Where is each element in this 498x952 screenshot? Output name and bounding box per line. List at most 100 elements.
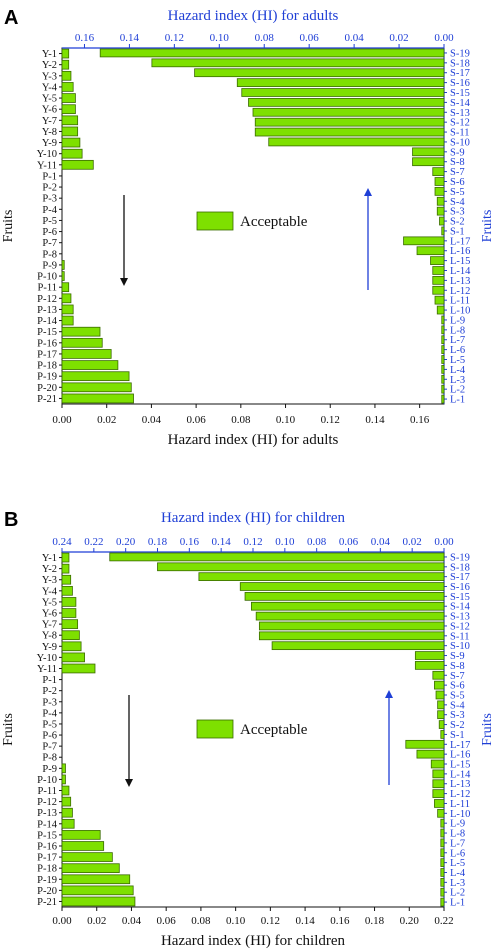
top-axis-title: Hazard index (HI) for adults [168,8,339,24]
right-bar [440,730,445,739]
bottom-axis-title: Hazard index (HI) for children [161,933,346,949]
legend-label: Acceptable [240,722,308,738]
right-bar [439,216,445,226]
right-category-label: S-13 [450,612,470,623]
left-bar [61,630,80,641]
left-category-label: P-8 [42,249,57,260]
right-bar [437,808,445,818]
left-category-label: P-7 [42,742,57,753]
bottom-tick-label: 0.16 [330,915,350,927]
left-bar [61,349,112,359]
bottom-tick-label: 0.04 [142,414,162,426]
left-category-label: P-16 [37,841,57,852]
right-category-label: S-11 [450,128,469,139]
left-category-label: Y-10 [37,653,57,664]
right-bar [109,552,445,562]
right-category-label: S-17 [450,68,470,79]
left-bar [61,830,101,840]
left-category-label: Y-7 [42,116,57,127]
left-bar [61,137,81,148]
top-tick-label: 0.08 [307,536,327,548]
left-bar [61,652,85,663]
right-category-label: S-9 [450,651,465,662]
right-category-label: S-14 [450,98,471,109]
left-category-label: P-9 [42,764,57,775]
left-bar [61,271,65,281]
left-category-label: P-2 [42,686,57,697]
left-bar [61,393,134,404]
right-category-label: L-15 [450,256,470,267]
left-bar [61,774,66,785]
top-tick-label: 0.14 [212,536,232,548]
right-bar [436,206,445,216]
right-bar [432,670,445,680]
left-category-label: P-5 [42,719,57,730]
left-bar [61,360,119,370]
left-category-label: Y-3 [42,71,57,82]
right-category-label: S-15 [450,592,470,603]
top-tick-label: 0.04 [344,32,364,44]
top-tick-label: 0.08 [255,32,275,44]
right-bar [430,256,445,265]
right-category-label: L-11 [450,296,470,307]
right-bar [254,117,445,127]
bottom-tick-label: 0.12 [321,414,340,426]
left-bar [61,293,72,304]
right-bar [157,562,445,572]
bottom-tick-label: 0.18 [365,915,385,927]
right-bar [434,295,445,305]
right-category-label: L-13 [450,779,470,790]
left-bar [61,315,74,326]
right-category-label: L-16 [450,750,470,761]
right-category-label: L-15 [450,760,470,771]
right-category-label: L-12 [450,789,470,800]
right-bar [436,196,445,206]
top-axis-title: Hazard index (HI) for children [161,510,346,526]
right-category-label: L-17 [450,740,470,751]
left-bar [61,841,105,851]
left-category-label: P-20 [37,886,57,897]
top-tick-label: 0.14 [120,32,140,44]
bottom-tick-label: 0.04 [122,915,142,927]
left-category-label: P-8 [42,753,57,764]
left-axis-title: Fruits [1,210,16,243]
bottom-tick-label: 0.20 [400,915,420,927]
left-category-label: P-13 [37,305,57,316]
bottom-tick-label: 0.10 [226,915,246,927]
right-bar [151,58,445,68]
left-category-label: P-12 [37,797,57,808]
right-category-label: L-2 [450,888,465,899]
top-tick-label: 0.00 [434,536,454,548]
right-category-label: L-3 [450,375,465,386]
left-bar [61,82,74,92]
left-bar [61,619,79,629]
left-bar [61,93,76,103]
panel-letter: B [4,509,18,531]
right-category-label: L-2 [450,385,465,396]
right-category-label: L-8 [450,325,465,336]
right-bar [440,818,445,828]
legend-swatch [196,719,234,739]
left-category-label: P-2 [42,183,57,194]
right-bar [255,611,445,621]
right-category-label: L-11 [450,799,470,810]
right-bar [441,394,445,404]
right-category-label: S-17 [450,572,470,583]
right-bar [432,779,445,789]
left-category-label: P-17 [37,853,57,864]
left-category-label: P-17 [37,349,57,360]
right-bar [416,749,445,759]
right-category-label: S-15 [450,88,470,99]
top-tick-label: 0.04 [371,536,391,548]
left-category-label: P-3 [42,697,57,708]
left-bar [61,597,77,607]
left-bar [61,852,113,862]
left-bar [61,818,75,829]
top-tick-label: 0.16 [180,536,200,548]
right-bar [251,601,445,611]
right-category-label: S-12 [450,621,470,632]
right-bar [403,236,445,246]
right-category-label: L-1 [450,395,465,406]
bottom-axis-title: Hazard index (HI) for adults [168,432,339,448]
left-category-label: Y-10 [37,149,57,160]
